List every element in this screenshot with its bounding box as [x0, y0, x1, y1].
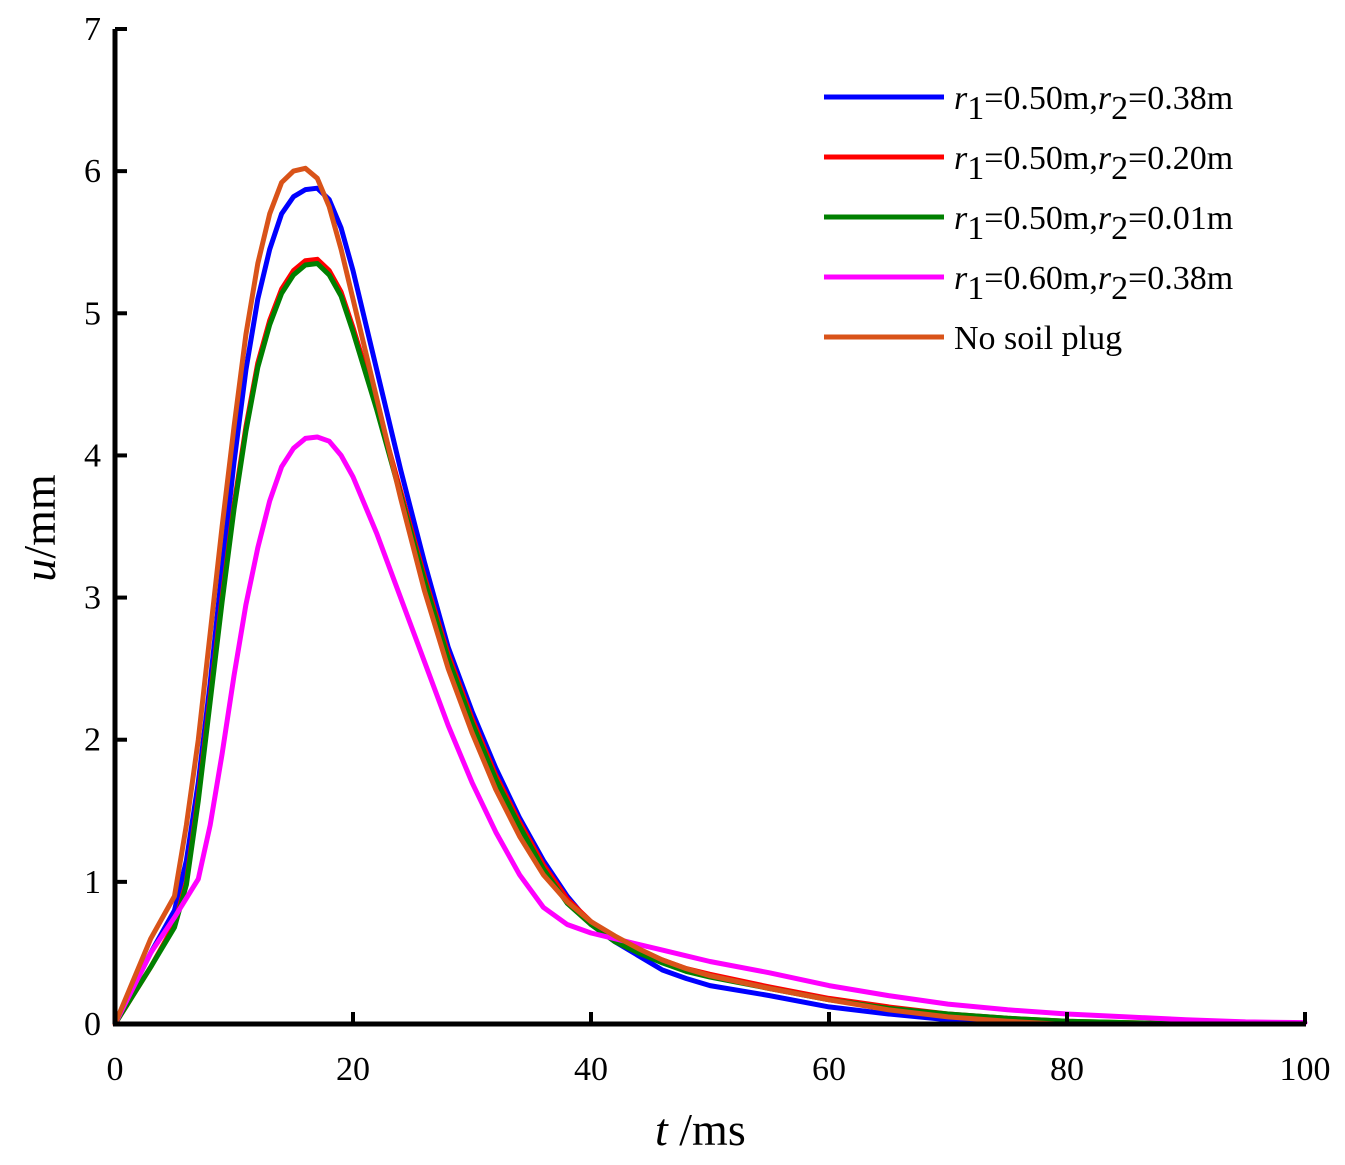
- y-tick-label: 2: [84, 722, 101, 759]
- series-line-4: [112, 434, 1308, 1027]
- legend-label-5: No soil plug: [954, 320, 1122, 357]
- series-line-5: [112, 165, 1058, 1027]
- y-axis-unit: /mm: [14, 474, 65, 559]
- x-tick-label: 40: [574, 1051, 608, 1088]
- y-tick-label: 4: [84, 437, 101, 474]
- x-axis-label: t /ms: [655, 1104, 746, 1155]
- legend-label-4: r1=0.60m,r2=0.38m: [954, 260, 1233, 307]
- plot-lines: [112, 165, 1308, 1027]
- legend: r1=0.50m,r2=0.38m r1=0.50m,r2=0.20m r1=0.5…: [824, 80, 1233, 357]
- series-line-1: [112, 185, 1058, 1027]
- y-tick-label: 0: [84, 1006, 101, 1043]
- x-tick-label: 100: [1280, 1051, 1331, 1088]
- legend-label-2: r1=0.50m,r2=0.20m: [954, 140, 1233, 187]
- y-tick-label: 1: [84, 864, 101, 901]
- y-axis-label: u/mm: [14, 474, 65, 582]
- y-tick-label: 6: [84, 153, 101, 190]
- ticks: 0 20 40 60 80 100 0 1 2 3 4 5 6 7: [84, 11, 1331, 1088]
- x-axis-var: t: [655, 1104, 669, 1155]
- y-tick-label: 7: [84, 11, 101, 48]
- x-tick-label: 20: [336, 1051, 370, 1088]
- x-tick-label: 0: [107, 1051, 124, 1088]
- x-axis-unit: /ms: [668, 1104, 746, 1155]
- series-line-3: [112, 261, 1189, 1027]
- legend-label-1: r1=0.50m,r2=0.38m: [954, 80, 1233, 127]
- legend-label-3: r1=0.50m,r2=0.01m: [954, 200, 1233, 247]
- x-tick-label: 60: [812, 1051, 846, 1088]
- axes: [112, 29, 1306, 1027]
- y-tick-label: 5: [84, 295, 101, 332]
- series-line-2: [112, 256, 1189, 1027]
- x-tick-label: 80: [1050, 1051, 1084, 1088]
- y-axis-var: u: [14, 559, 65, 582]
- y-tick-label: 3: [84, 580, 101, 617]
